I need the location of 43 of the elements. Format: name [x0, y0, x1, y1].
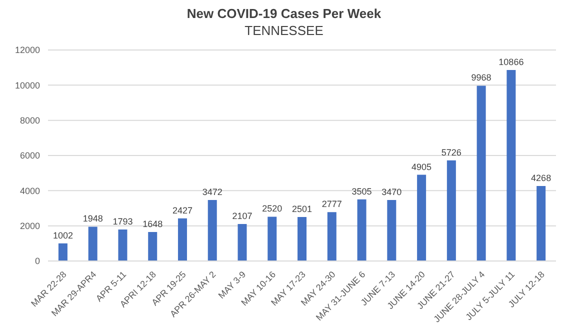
- bar: [148, 232, 158, 261]
- data-label: 2107: [232, 210, 252, 221]
- data-label: 4268: [531, 172, 552, 183]
- y-tick-label: 10000: [14, 80, 40, 90]
- chart-subtitle: TENNESSEE: [244, 23, 324, 38]
- data-label: 4905: [412, 162, 432, 172]
- y-tick-label: 6000: [20, 150, 40, 161]
- y-tick-label: 2000: [20, 221, 40, 232]
- bar: [298, 217, 307, 261]
- data-label: 3470: [382, 186, 402, 197]
- bar: [446, 160, 456, 261]
- bar: [118, 229, 128, 261]
- data-label: 5726: [441, 147, 462, 158]
- data-label: 1648: [142, 219, 163, 230]
- data-label: 2427: [172, 205, 193, 216]
- bar: [58, 243, 68, 261]
- data-label: 1948: [82, 214, 103, 224]
- bar: [208, 200, 217, 261]
- bar: [327, 212, 336, 261]
- bar: [536, 186, 546, 261]
- bar: [88, 226, 98, 261]
- bar: [387, 200, 396, 261]
- data-label: 1002: [52, 230, 73, 240]
- bar: [476, 86, 486, 261]
- y-tick-label: 4000: [20, 186, 40, 196]
- data-label: 3472: [202, 186, 222, 197]
- data-label: 2501: [292, 204, 312, 214]
- y-tick-label: 8000: [20, 116, 40, 126]
- data-label: 3505: [352, 186, 372, 196]
- bar: [238, 224, 247, 261]
- data-label: 1793: [112, 216, 133, 226]
- data-label: 10866: [498, 56, 524, 67]
- data-label: 2520: [262, 204, 282, 214]
- bar: [506, 70, 516, 261]
- y-tick-label: 12000: [14, 45, 40, 56]
- data-label: 2777: [322, 199, 342, 210]
- bar: [268, 216, 277, 261]
- chart-title: New COVID-19 Cases Per Week: [186, 6, 382, 21]
- bar: [357, 199, 366, 261]
- bar: [178, 218, 187, 261]
- y-tick-label: 0: [34, 256, 40, 266]
- data-label: 9968: [471, 72, 492, 83]
- bar: [417, 174, 426, 261]
